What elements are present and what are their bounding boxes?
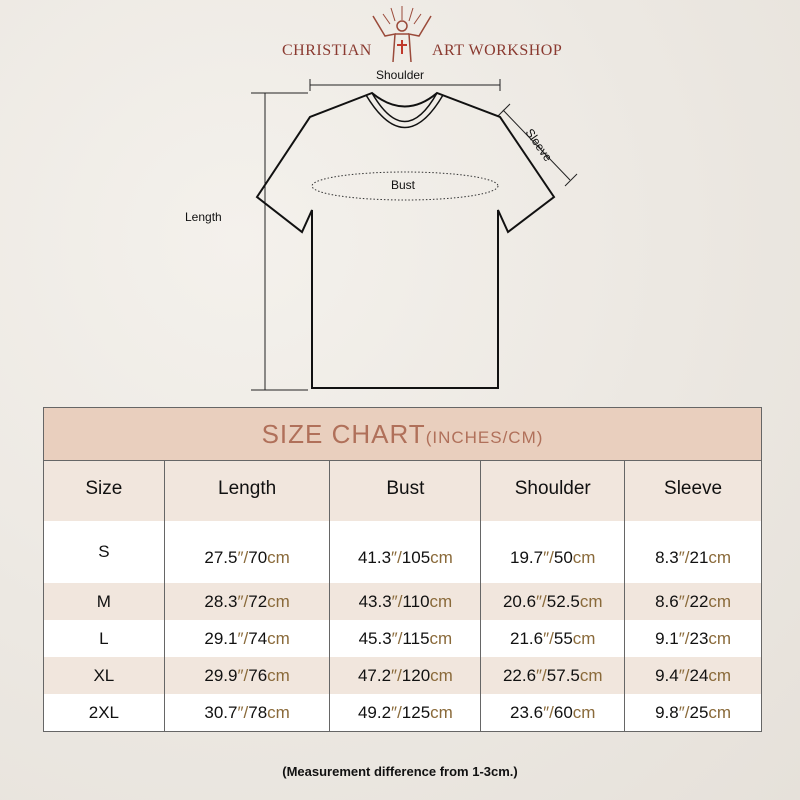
measurement-cell: 8.3″/21cm xyxy=(624,521,762,583)
measurement-note: (Measurement difference from 1-3cm.) xyxy=(282,764,518,779)
measurement-cell: 43.3″/110cm xyxy=(329,583,481,620)
size-cell: XL xyxy=(43,657,165,694)
table-row: S 27.5″/70cm 41.3″/105cm 19.7″/50cm 8.3″/21c… xyxy=(43,521,762,583)
table-row: M 28.3″/72cm 43.3″/110cm 20.6″/52.5cm 8.6″/2… xyxy=(43,583,762,620)
shoulder-label: Shoulder xyxy=(376,68,425,82)
table-row: 2XL 30.7″/78cm 49.2″/125cm 23.6″/60cm 9.8″/2… xyxy=(43,694,762,732)
measurement-cell: 22.6″/57.5cm xyxy=(480,657,625,694)
measurement-cell: 41.3″/105cm xyxy=(329,521,481,583)
size-chart-title: SIZE CHART(INCHES/CM) xyxy=(43,407,762,461)
size-cell: S xyxy=(43,521,165,583)
length-label: Length xyxy=(185,210,222,224)
size-cell: L xyxy=(43,620,165,657)
brand-left: CHRISTIAN xyxy=(282,42,372,59)
size-cell: M xyxy=(43,583,165,620)
table-row: L 29.1″/74cm 45.3″/115cm 21.6″/55cm 9.1″/23c… xyxy=(43,620,762,657)
table-row: XL 29.9″/76cm 47.2″/120cm 22.6″/57.5cm 9.4″/… xyxy=(43,657,762,694)
measurement-cell: 19.7″/50cm xyxy=(480,521,625,583)
column-header: Shoulder xyxy=(480,460,625,521)
measurement-cell: 9.1″/23cm xyxy=(624,620,762,657)
logo-figure-icon xyxy=(372,6,432,63)
column-header: Bust xyxy=(329,460,481,521)
measurement-cell: 30.7″/78cm xyxy=(163,694,330,732)
measurement-cell: 28.3″/72cm xyxy=(163,583,330,620)
measurement-cell: 8.6″/22cm xyxy=(624,583,762,620)
measurement-cell: 20.6″/52.5cm xyxy=(480,583,625,620)
column-header: Size xyxy=(43,460,165,521)
tshirt-diagram xyxy=(251,79,578,391)
measurement-cell: 9.4″/24cm xyxy=(624,657,762,694)
measurement-cell: 9.8″/25cm xyxy=(624,694,762,732)
measurement-cell: 29.1″/74cm xyxy=(163,620,330,657)
column-header: Sleeve xyxy=(624,460,762,521)
measurement-cell: 29.9″/76cm xyxy=(163,657,330,694)
column-header: Length xyxy=(163,460,330,521)
measurement-cell: 21.6″/55cm xyxy=(480,620,625,657)
brand-right: ART WORKSHOP xyxy=(432,42,563,59)
bust-label: Bust xyxy=(391,178,416,192)
measurement-cell: 49.2″/125cm xyxy=(329,694,481,732)
measurement-cell: 45.3″/115cm xyxy=(329,620,481,657)
size-chart-table: SIZE CHART(INCHES/CM) Size Length Bust Shou… xyxy=(43,407,762,732)
measurement-cell: 27.5″/70cm xyxy=(163,521,330,583)
measurement-cell: 23.6″/60cm xyxy=(480,694,625,732)
measurement-cell: 47.2″/120cm xyxy=(329,657,481,694)
size-cell: 2XL xyxy=(43,694,165,732)
